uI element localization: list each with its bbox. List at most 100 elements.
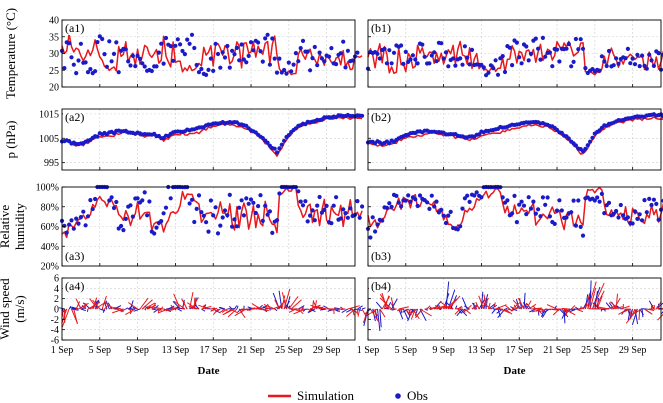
wind-vector-obs-a4 (71, 306, 79, 310)
panel-label-b3: (b3) (371, 249, 391, 263)
wind-vector-obs-a4 (125, 307, 129, 310)
obs-point-b1 (462, 44, 467, 49)
obs-point-b2 (585, 143, 590, 148)
panel-label-bg-b3 (369, 250, 391, 263)
obs-point-b3 (399, 204, 404, 209)
wind-vector-simulation-b4 (438, 305, 441, 310)
wind-vector-simulation-b4 (530, 307, 542, 310)
obs-point-b3 (602, 211, 607, 216)
wind-vector-simulation-b4 (500, 308, 510, 314)
obs-point-b3 (455, 227, 460, 232)
wind-vector-simulation-b4 (644, 308, 653, 315)
wind-vector-simulation-a4 (221, 308, 228, 313)
wind-vector-simulation-b4 (609, 301, 619, 310)
obs-point-a3 (234, 224, 239, 229)
obs-point-b3 (514, 220, 520, 225)
obs-point-a3 (128, 203, 133, 208)
panel-a3: 20% 40% 60% 80% 100% (a3) (36, 183, 365, 273)
obs-point-b3 (625, 215, 631, 220)
obs-point-a2 (277, 146, 282, 151)
panel-label-bg-a1 (63, 22, 85, 35)
obs-point-a3 (305, 219, 310, 224)
obs-point-a1 (88, 67, 93, 72)
obs-point-b1 (491, 66, 496, 71)
obs-point-b1 (453, 63, 458, 68)
obs-point-a1 (286, 60, 291, 65)
obs-point-a1 (284, 71, 289, 76)
obs-point-b1 (389, 61, 394, 66)
obs-point-a1 (289, 69, 294, 74)
wind-vector-obs-b4 (505, 307, 508, 310)
obs-point-b1 (413, 57, 418, 62)
wind-vector-obs-b4 (510, 306, 515, 310)
wind-vector-obs-b4 (414, 308, 419, 316)
wind-vector-simulation-a4 (347, 305, 360, 310)
obs-point-a3 (357, 215, 362, 220)
wind-vector-simulation-a4 (101, 295, 107, 310)
obs-point-b3 (599, 191, 605, 196)
obs-point-a3 (111, 205, 117, 211)
obs-point-b1 (580, 46, 586, 51)
obs-point-b3 (427, 206, 432, 211)
obs-point-a1 (173, 43, 178, 48)
wind-vector-simulation-a4 (281, 295, 286, 310)
obs-point-a3 (343, 211, 348, 216)
obs-point-a1 (298, 46, 303, 51)
y-tick-label-a4-1: -4 (51, 325, 59, 336)
obs-point-b1 (524, 44, 529, 49)
y-tick-label-a2-2: 1015 (39, 109, 59, 120)
obs-point-b1 (533, 36, 538, 41)
wind-vector-simulation-a4 (173, 300, 186, 310)
obs-point-b1 (410, 53, 415, 58)
wind-vector-obs-a4 (228, 305, 233, 310)
obs-point-b1 (649, 58, 654, 63)
wind-vector-simulation-a4 (361, 308, 367, 317)
obs-point-a1 (185, 37, 190, 42)
wind-vector-simulation-b4 (528, 303, 537, 310)
wind-vector-simulation-b4 (646, 308, 655, 311)
wind-vector-simulation-b4 (411, 308, 418, 314)
wind-vector-simulation-b4 (475, 301, 480, 310)
obs-point-a1 (263, 36, 268, 41)
obs-point-a1 (345, 48, 350, 53)
obs-point-a1 (187, 41, 192, 46)
obs-point-b1 (458, 56, 463, 61)
obs-point-b3 (578, 224, 583, 229)
obs-point-a3 (109, 195, 114, 200)
panel-label-bg-a2 (63, 111, 85, 124)
wind-vector-simulation-b4 (492, 302, 496, 310)
obs-point-b3 (375, 222, 380, 227)
obs-point-a2 (274, 150, 280, 155)
obs-point-b3 (384, 205, 389, 210)
y-tick-label-a3-2: 60% (41, 222, 59, 233)
obs-point-b3 (460, 206, 465, 211)
wind-vector-obs-b4 (429, 308, 432, 311)
wind-vector-simulation-a4 (92, 299, 101, 310)
wind-vector-simulation-b4 (575, 308, 584, 313)
obs-point-b3 (618, 202, 623, 208)
obs-point-b1 (651, 63, 657, 68)
wind-vector-simulation-b4 (379, 297, 392, 310)
wind-vector-obs-b4 (511, 308, 518, 311)
obs-point-a1 (93, 69, 98, 74)
obs-point-b3 (592, 198, 597, 203)
panel-b2: (b2) (365, 108, 663, 171)
wind-vector-simulation-a4 (281, 292, 287, 310)
obs-point-a1 (272, 56, 277, 61)
obs-point-a3 (145, 213, 150, 218)
wind-vector-obs-a4 (153, 305, 159, 310)
obs-point-a1 (159, 41, 164, 46)
obs-point-a1 (260, 59, 265, 64)
obs-point-a3 (147, 199, 152, 204)
obs-point-a1 (215, 51, 221, 57)
wind-vector-simulation-a4 (352, 308, 355, 316)
panel-label-bg-a3 (63, 250, 85, 263)
panel-label-bg-b4 (369, 280, 391, 293)
obs-point-b1 (543, 54, 548, 59)
obs-point-a3 (189, 197, 195, 202)
obs-point-a3 (258, 193, 263, 198)
obs-point-a1 (234, 45, 239, 51)
obs-point-b3 (606, 200, 612, 205)
obs-point-a1 (319, 56, 324, 61)
obs-point-a1 (83, 60, 88, 65)
